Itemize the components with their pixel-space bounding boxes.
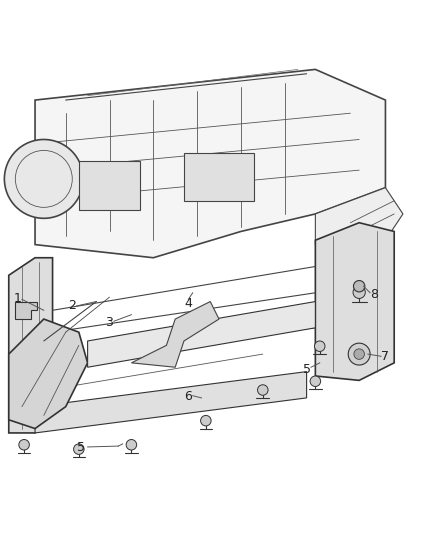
Circle shape bbox=[353, 286, 365, 298]
Circle shape bbox=[310, 376, 321, 386]
Circle shape bbox=[74, 444, 84, 455]
Polygon shape bbox=[315, 223, 394, 381]
Circle shape bbox=[4, 140, 83, 219]
Polygon shape bbox=[9, 319, 88, 429]
Polygon shape bbox=[315, 188, 403, 245]
Text: 6: 6 bbox=[184, 390, 192, 402]
Circle shape bbox=[348, 343, 370, 365]
Polygon shape bbox=[131, 302, 219, 367]
Text: 3: 3 bbox=[106, 316, 113, 329]
Polygon shape bbox=[15, 302, 37, 319]
Circle shape bbox=[258, 385, 268, 395]
Text: 5: 5 bbox=[77, 441, 85, 454]
Text: 1: 1 bbox=[14, 292, 21, 304]
FancyBboxPatch shape bbox=[184, 152, 254, 201]
Text: 2: 2 bbox=[68, 300, 76, 312]
Text: 8: 8 bbox=[371, 288, 378, 302]
Text: 5: 5 bbox=[303, 363, 311, 376]
Circle shape bbox=[19, 440, 29, 450]
Circle shape bbox=[201, 415, 211, 426]
Circle shape bbox=[126, 440, 137, 450]
Text: 7: 7 bbox=[381, 350, 389, 363]
FancyBboxPatch shape bbox=[79, 161, 140, 209]
Text: 4: 4 bbox=[184, 297, 192, 310]
Polygon shape bbox=[35, 69, 385, 258]
Polygon shape bbox=[88, 302, 315, 367]
Circle shape bbox=[354, 349, 364, 359]
Circle shape bbox=[314, 341, 325, 351]
Polygon shape bbox=[9, 258, 53, 433]
Circle shape bbox=[353, 280, 365, 292]
Polygon shape bbox=[35, 372, 307, 433]
